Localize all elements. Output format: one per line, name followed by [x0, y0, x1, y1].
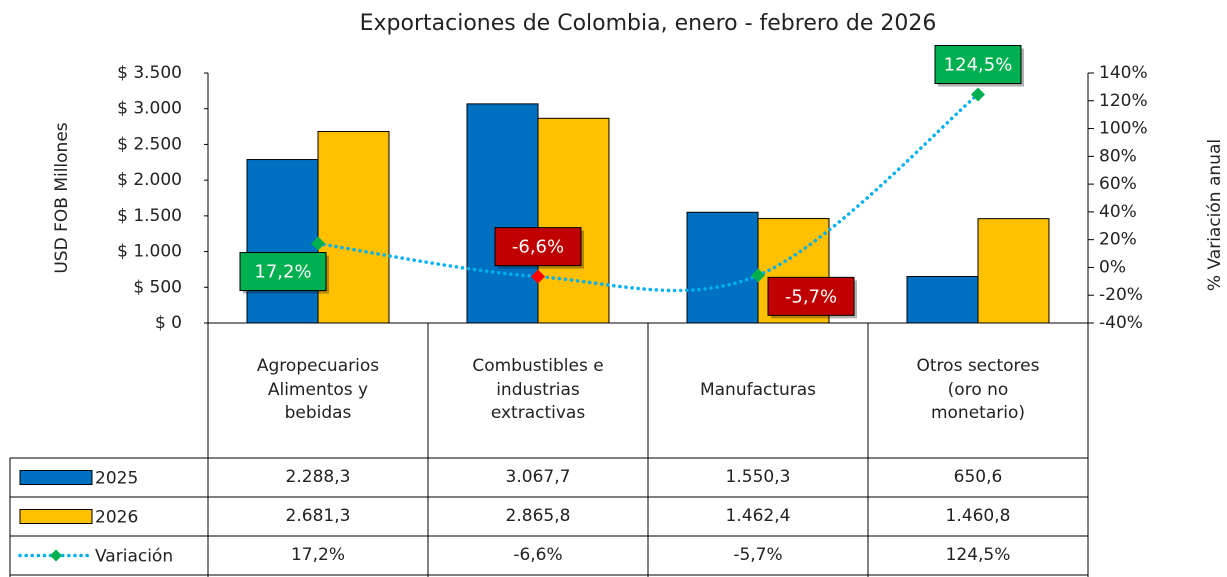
marker [311, 236, 325, 251]
table-value: 3.067,7 [505, 466, 571, 487]
y2-tick-label: 20% [1099, 230, 1137, 250]
y-tick-label: $ 500 [133, 277, 182, 297]
y-tick-label: $ 0 [155, 313, 182, 333]
table-value: -6,6% [513, 544, 563, 565]
data-label-box [239, 252, 327, 292]
y2-tick-label: 140% [1099, 63, 1148, 83]
y2-tick-label: 0% [1099, 257, 1126, 277]
table-value: 1.462,4 [725, 505, 791, 526]
y2-tick-label: 120% [1099, 91, 1148, 111]
marker [531, 269, 545, 284]
category-label: Otros sectores (oro no monetario) [916, 355, 1040, 424]
table-value: 1.460,8 [945, 505, 1011, 526]
bar [246, 159, 319, 324]
table-value: -5,7% [733, 544, 783, 565]
table-value: 2.681,3 [285, 505, 351, 526]
marker [751, 268, 765, 283]
data-label-box [494, 227, 582, 267]
legend-key [19, 509, 93, 524]
y2-tick-label: 80% [1099, 146, 1137, 166]
category-label: Agropecuarios Alimentos y bebidas [256, 355, 380, 424]
table-value: 17,2% [290, 544, 345, 565]
data-label: 124,5% [944, 55, 1013, 76]
y2-axis-title: % Variación anual [1205, 139, 1225, 291]
data-label: 17,2% [254, 262, 311, 283]
y-tick-label: $ 2.000 [117, 170, 182, 190]
y-tick-label: $ 3.500 [117, 63, 182, 83]
y2-tick-label: 40% [1099, 202, 1137, 222]
bar [317, 130, 390, 324]
y2-tick-label: 60% [1099, 174, 1137, 194]
table-value: 2.288,3 [285, 466, 351, 487]
table-value: 650,6 [953, 466, 1003, 487]
y-axis-title: USD FOB Millones [52, 122, 72, 273]
y-tick-label: $ 3.000 [117, 99, 182, 119]
category-label: Combustibles e industrias extractivas [472, 355, 604, 424]
data-label-box [934, 45, 1022, 85]
bar [466, 103, 539, 324]
table-value: 1.550,3 [725, 466, 791, 487]
legend-label: 2025 [95, 469, 138, 489]
legend-label: Variación [95, 547, 173, 567]
category-label: Manufacturas [699, 379, 817, 400]
y-tick-label: $ 1.000 [117, 242, 182, 262]
legend-label: 2026 [95, 508, 138, 528]
legend-key [50, 549, 62, 562]
data-label: -6,6% [512, 237, 564, 258]
bar [537, 117, 610, 324]
bar [977, 218, 1050, 324]
y2-tick-label: 100% [1099, 119, 1148, 139]
bar [906, 276, 979, 324]
legend-key [19, 470, 93, 485]
y2-tick-label: -40% [1099, 313, 1143, 333]
y-tick-label: $ 2.500 [117, 134, 182, 154]
table-value: 124,5% [945, 544, 1011, 565]
data-label-box [767, 276, 855, 316]
table-value: 2.865,8 [505, 505, 571, 526]
line [316, 92, 980, 293]
data-label: -5,7% [785, 286, 837, 307]
chart-title: Exportaciones de Colombia, enero - febre… [360, 11, 937, 36]
marker [971, 87, 985, 102]
y-tick-label: $ 1.500 [117, 206, 182, 226]
y2-tick-label: -20% [1099, 285, 1143, 305]
bar [686, 211, 759, 324]
